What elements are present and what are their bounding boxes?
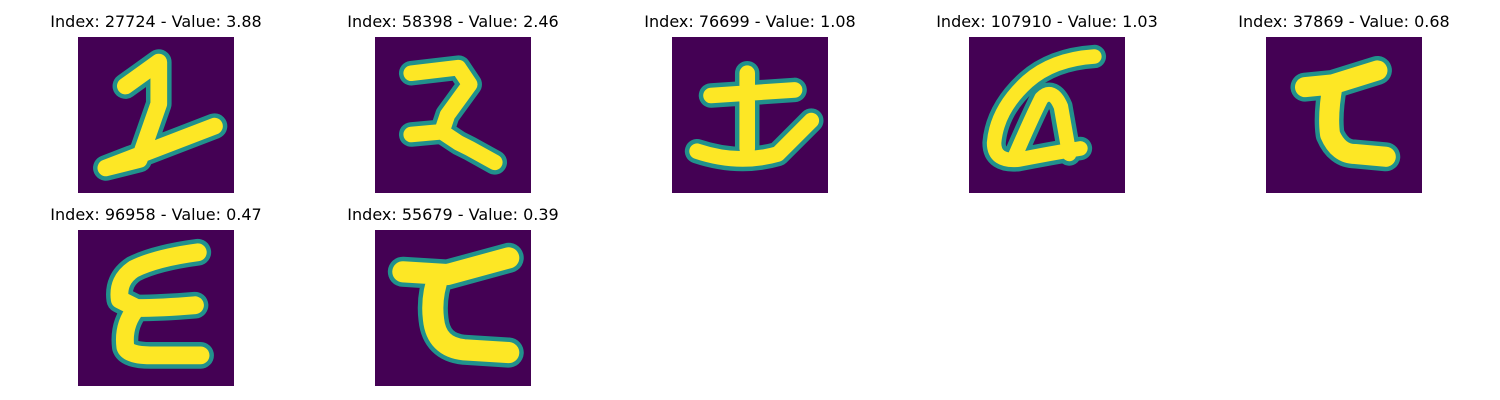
digit-panel-4: Index: 107910 - Value: 1.03	[917, 0, 1177, 193]
digit-panel-2: Index: 58398 - Value: 2.46	[323, 0, 583, 193]
digit-stroke	[1290, 55, 1401, 172]
digit-stroke	[106, 238, 214, 369]
digit-panel-3: Index: 76699 - Value: 1.08	[620, 0, 880, 193]
panel-title: Index: 107910 - Value: 1.03	[936, 12, 1158, 31]
digit-panel-7: Index: 55679 - Value: 0.39	[323, 193, 583, 386]
panel-title: Index: 55679 - Value: 0.39	[347, 205, 559, 224]
panel-title: Index: 76699 - Value: 1.08	[644, 12, 856, 31]
digit-panel-5: Index: 37869 - Value: 0.68	[1214, 0, 1474, 193]
digit-stroke	[684, 60, 824, 172]
digit-stroke	[93, 49, 228, 181]
panel-title: Index: 58398 - Value: 2.46	[347, 12, 559, 31]
digit-image	[78, 37, 234, 193]
digit-stroke	[982, 44, 1107, 172]
image-background	[1266, 37, 1422, 193]
panel-title: Index: 27724 - Value: 3.88	[50, 12, 262, 31]
digit-stroke	[398, 55, 508, 175]
digit-image	[672, 37, 828, 193]
digit-image	[78, 230, 234, 386]
digit-image	[969, 37, 1125, 193]
digit-image	[375, 230, 531, 386]
panel-title: Index: 96958 - Value: 0.47	[50, 205, 262, 224]
digit-stroke	[387, 242, 524, 368]
digit-image	[375, 37, 531, 193]
digit-panel-6: Index: 96958 - Value: 0.47	[26, 193, 286, 386]
digit-image	[1266, 37, 1422, 193]
panel-title: Index: 37869 - Value: 0.68	[1238, 12, 1450, 31]
digit-panel-1: Index: 27724 - Value: 3.88	[26, 0, 286, 193]
